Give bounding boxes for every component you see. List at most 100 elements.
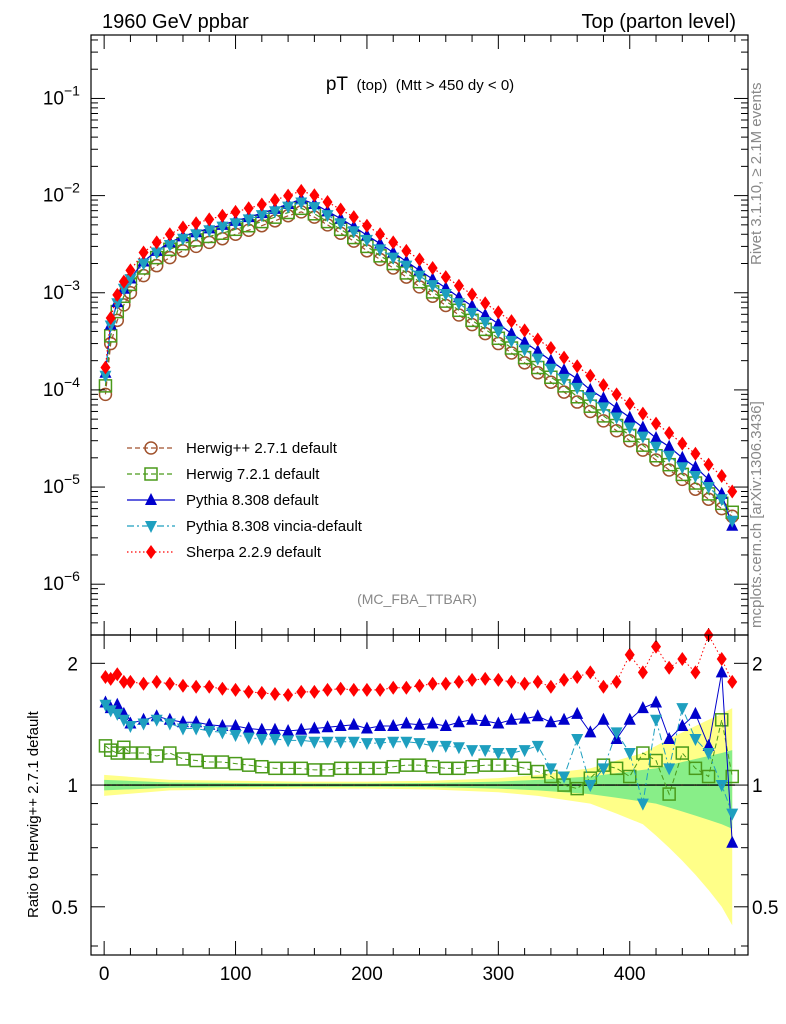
data-point (388, 235, 399, 250)
ratio-point (676, 703, 689, 716)
ratio-point (690, 665, 701, 680)
ratio-point (465, 759, 479, 774)
ratio-point (531, 740, 544, 753)
ratio-point (426, 740, 439, 753)
data-point (558, 363, 571, 376)
data-point (427, 260, 438, 275)
ratio-point (505, 748, 518, 761)
ratio-point (412, 758, 427, 772)
data-point (584, 392, 597, 405)
data-point (610, 412, 623, 425)
data-point (571, 371, 584, 384)
ratio-point (256, 685, 267, 700)
ratio-point (308, 736, 321, 749)
ratio-point (295, 722, 308, 735)
y-tick-label: 10−4 (43, 374, 80, 401)
ratio-point (439, 761, 453, 776)
ratio-point (216, 727, 229, 740)
data-point (702, 472, 715, 485)
ratio-point (558, 771, 571, 784)
data-point (217, 208, 228, 223)
ratio-point (531, 709, 544, 722)
data-point (230, 204, 241, 219)
data-point (414, 252, 425, 267)
data-point (99, 370, 112, 383)
ratio-point (163, 746, 177, 760)
data-point (150, 247, 163, 260)
ratio-point (636, 798, 649, 811)
legend-label: Sherpa 2.2.9 default (186, 544, 322, 561)
data-point (426, 280, 439, 293)
ratio-point (361, 682, 372, 697)
ratio-point (242, 721, 255, 734)
ratio-point (466, 712, 479, 725)
data-point (256, 197, 267, 212)
ratio-point (727, 674, 738, 689)
ratio-point (215, 755, 230, 769)
ratio-point (610, 727, 623, 740)
data-point (559, 350, 570, 365)
ratio-point (295, 735, 308, 748)
series-line (104, 190, 733, 492)
data-point (124, 274, 137, 287)
data-point (138, 245, 149, 260)
data-point (177, 220, 188, 235)
legend-label: Herwig 7.2.1 default (186, 466, 320, 483)
data-point (637, 406, 648, 421)
ratio-point (559, 672, 570, 687)
ratio-point (375, 682, 386, 697)
ratio-point (624, 647, 635, 662)
data-point (467, 287, 478, 302)
data-point (268, 206, 281, 219)
ratio-point (125, 674, 136, 689)
ratio-point (203, 726, 216, 739)
ratio-point (309, 684, 320, 699)
ratio-point (413, 717, 426, 730)
data-point (282, 201, 295, 214)
data-point (663, 450, 676, 463)
data-point (716, 468, 727, 483)
ratio-point (217, 681, 228, 696)
data-point (360, 234, 373, 247)
ratio-point (651, 639, 662, 654)
ratio-point (399, 758, 414, 772)
data-point (676, 450, 689, 463)
ratio-point (400, 716, 413, 729)
data-point (242, 214, 255, 227)
data-point (243, 201, 254, 216)
data-point (361, 218, 372, 233)
data-point (689, 460, 702, 473)
analysis-label: (MC_FBA_TTBAR) (357, 591, 477, 607)
data-point (585, 368, 596, 383)
data-point (531, 344, 544, 357)
legend-marker (144, 467, 158, 481)
data-point (650, 441, 663, 454)
y-tick-label: 10−3 (43, 277, 80, 304)
data-point (348, 210, 359, 225)
data-point (519, 323, 530, 338)
data-point (203, 225, 216, 238)
ratio-panel: 0.5 0.5 1 1 2 2 0 100 200 300 400 Ratio to Herwig+… (25, 628, 778, 985)
ratio-point (611, 674, 622, 689)
data-point (149, 258, 164, 273)
ratio-point (585, 665, 596, 680)
title-sub: (top) (356, 77, 387, 94)
ratio-point (347, 736, 360, 749)
ratio-point (439, 718, 452, 731)
ratio-point (387, 718, 400, 731)
plot-title: pT (top) (Mtt > 450 dy < 0) (326, 74, 514, 95)
ratio-point (584, 780, 597, 793)
data-point (518, 335, 531, 348)
ratio-point (532, 674, 543, 689)
ratio-point (268, 722, 281, 735)
data-point (726, 515, 739, 528)
ratio-point (688, 761, 703, 776)
ratio-point (112, 667, 123, 682)
ratio-point (374, 738, 387, 751)
legend-marker (145, 493, 157, 505)
data-point (715, 494, 728, 507)
ratio-point (321, 736, 334, 749)
ratio-point (334, 736, 347, 749)
data-point (703, 457, 714, 472)
ratio-point (348, 682, 359, 697)
